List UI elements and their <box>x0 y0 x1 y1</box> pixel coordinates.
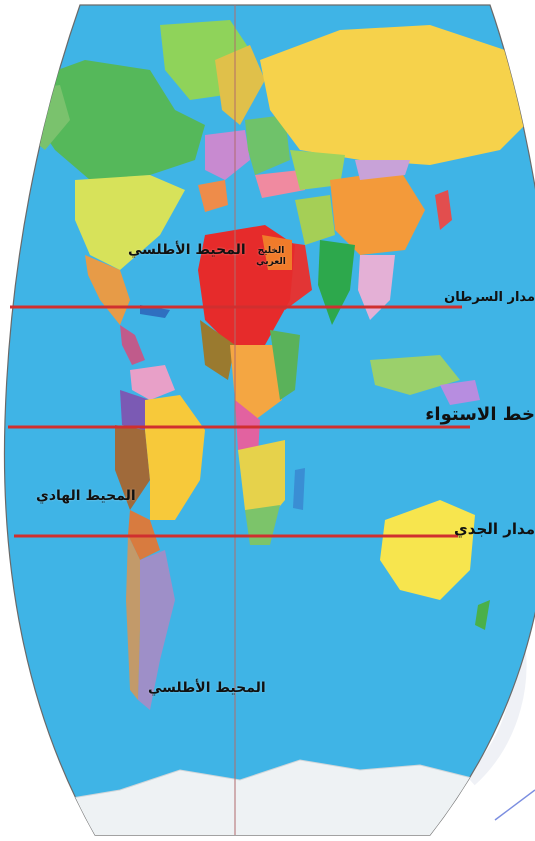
land-usa <box>75 175 185 270</box>
land-madagascar <box>293 468 305 510</box>
land-colombia <box>120 390 150 430</box>
atlantic-ocean-south-label: المحيط الأطلسي <box>148 680 266 696</box>
land-egypt <box>262 235 292 270</box>
land-turkey <box>255 170 305 198</box>
tropic-of-capricorn-label: مدار الجدي <box>454 520 535 538</box>
land-canada <box>30 60 205 180</box>
pacific-ocean-label: المحيط الهادي <box>36 488 136 504</box>
land-central-africa <box>230 345 282 420</box>
atlantic-ocean-north-label: المحيط الأطلسي <box>128 242 246 258</box>
land-new-zealand <box>475 600 490 630</box>
tropic-of-cancer-label: مدار السرطان <box>444 290 535 305</box>
land-iran <box>295 195 335 245</box>
land-east-africa <box>270 330 300 400</box>
equator-label: خط الاستواء <box>425 404 535 425</box>
land-peru <box>115 425 150 510</box>
land-antarctica <box>39 759 535 835</box>
land-australia <box>380 500 475 600</box>
land-russia <box>260 25 535 165</box>
land-china <box>330 170 425 255</box>
land-scandinavia <box>215 45 265 125</box>
land-indonesia <box>370 355 460 395</box>
land-japan <box>435 190 452 230</box>
land-europe-central <box>245 115 290 175</box>
land-argentina <box>138 550 175 710</box>
land-west-africa <box>200 320 235 380</box>
land-iberia <box>198 180 228 212</box>
arabian-gulf-label: الخليج العربي <box>256 246 286 267</box>
land-central-america <box>120 325 145 365</box>
land-venezuela <box>130 365 175 400</box>
pen-stroke-decoration <box>494 789 535 821</box>
land-india <box>318 240 355 325</box>
land-southeast-asia <box>358 255 395 320</box>
land-europe-west <box>205 130 250 180</box>
land-papua <box>440 380 480 405</box>
land-chile <box>126 535 140 700</box>
land-mongolia <box>355 160 410 180</box>
